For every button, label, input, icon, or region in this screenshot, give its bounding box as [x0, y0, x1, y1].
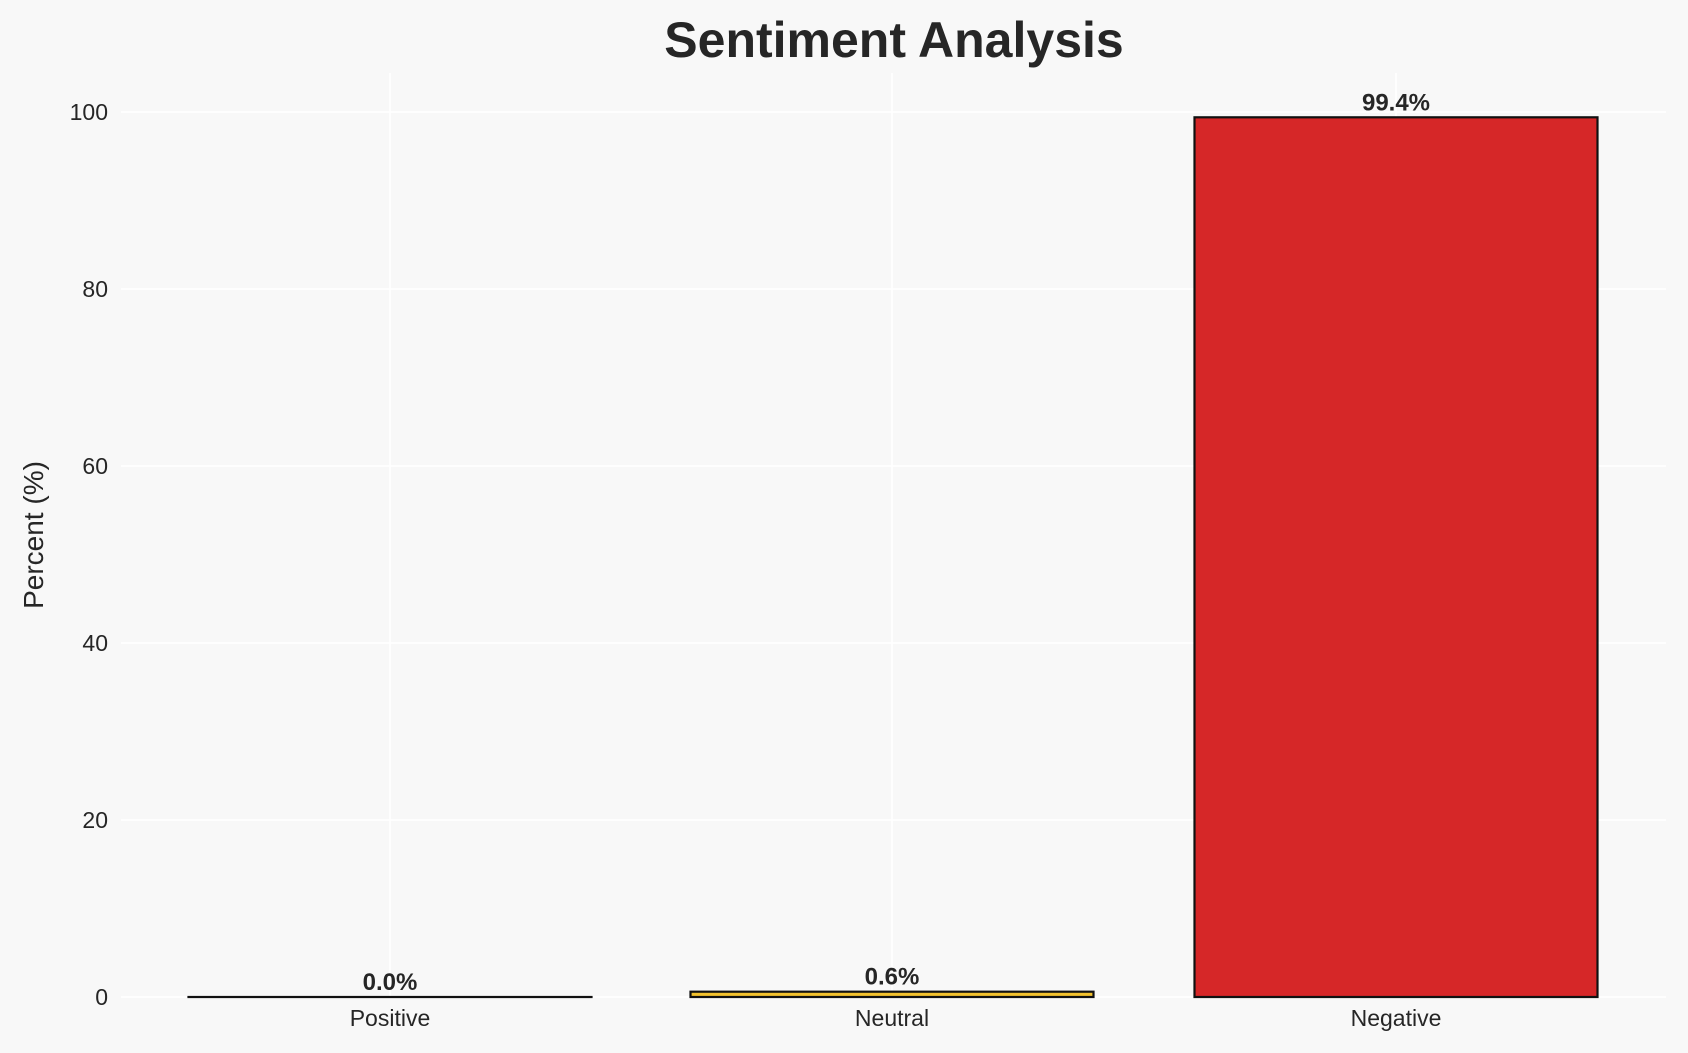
y-tick-label: 20 — [82, 807, 108, 833]
y-ticks: 0 20 40 60 80 100 — [70, 99, 108, 1010]
bar-value-label: 0.0% — [363, 969, 418, 996]
y-tick-label: 60 — [82, 453, 108, 479]
chart-title: Sentiment Analysis — [664, 12, 1123, 68]
x-tick-label: Neutral — [855, 1005, 929, 1031]
x-ticks: Positive Neutral Negative — [350, 1005, 1442, 1031]
y-tick-label: 40 — [82, 630, 108, 656]
bar-value-label: 99.4% — [1362, 89, 1430, 116]
x-tick-label: Negative — [1351, 1005, 1442, 1031]
y-tick-label: 0 — [95, 984, 108, 1010]
x-tick-label: Positive — [350, 1005, 431, 1031]
bars — [187, 116, 1599, 999]
bar-neutral — [689, 990, 1095, 999]
y-axis-label: Percent (%) — [18, 461, 49, 609]
bar-negative — [1193, 116, 1599, 999]
y-tick-label: 100 — [70, 99, 108, 125]
y-tick-label: 80 — [82, 276, 108, 302]
bar-value-label: 0.6% — [865, 964, 920, 991]
bar-labels: 0.0% 0.6% 99.4% — [363, 89, 1430, 996]
